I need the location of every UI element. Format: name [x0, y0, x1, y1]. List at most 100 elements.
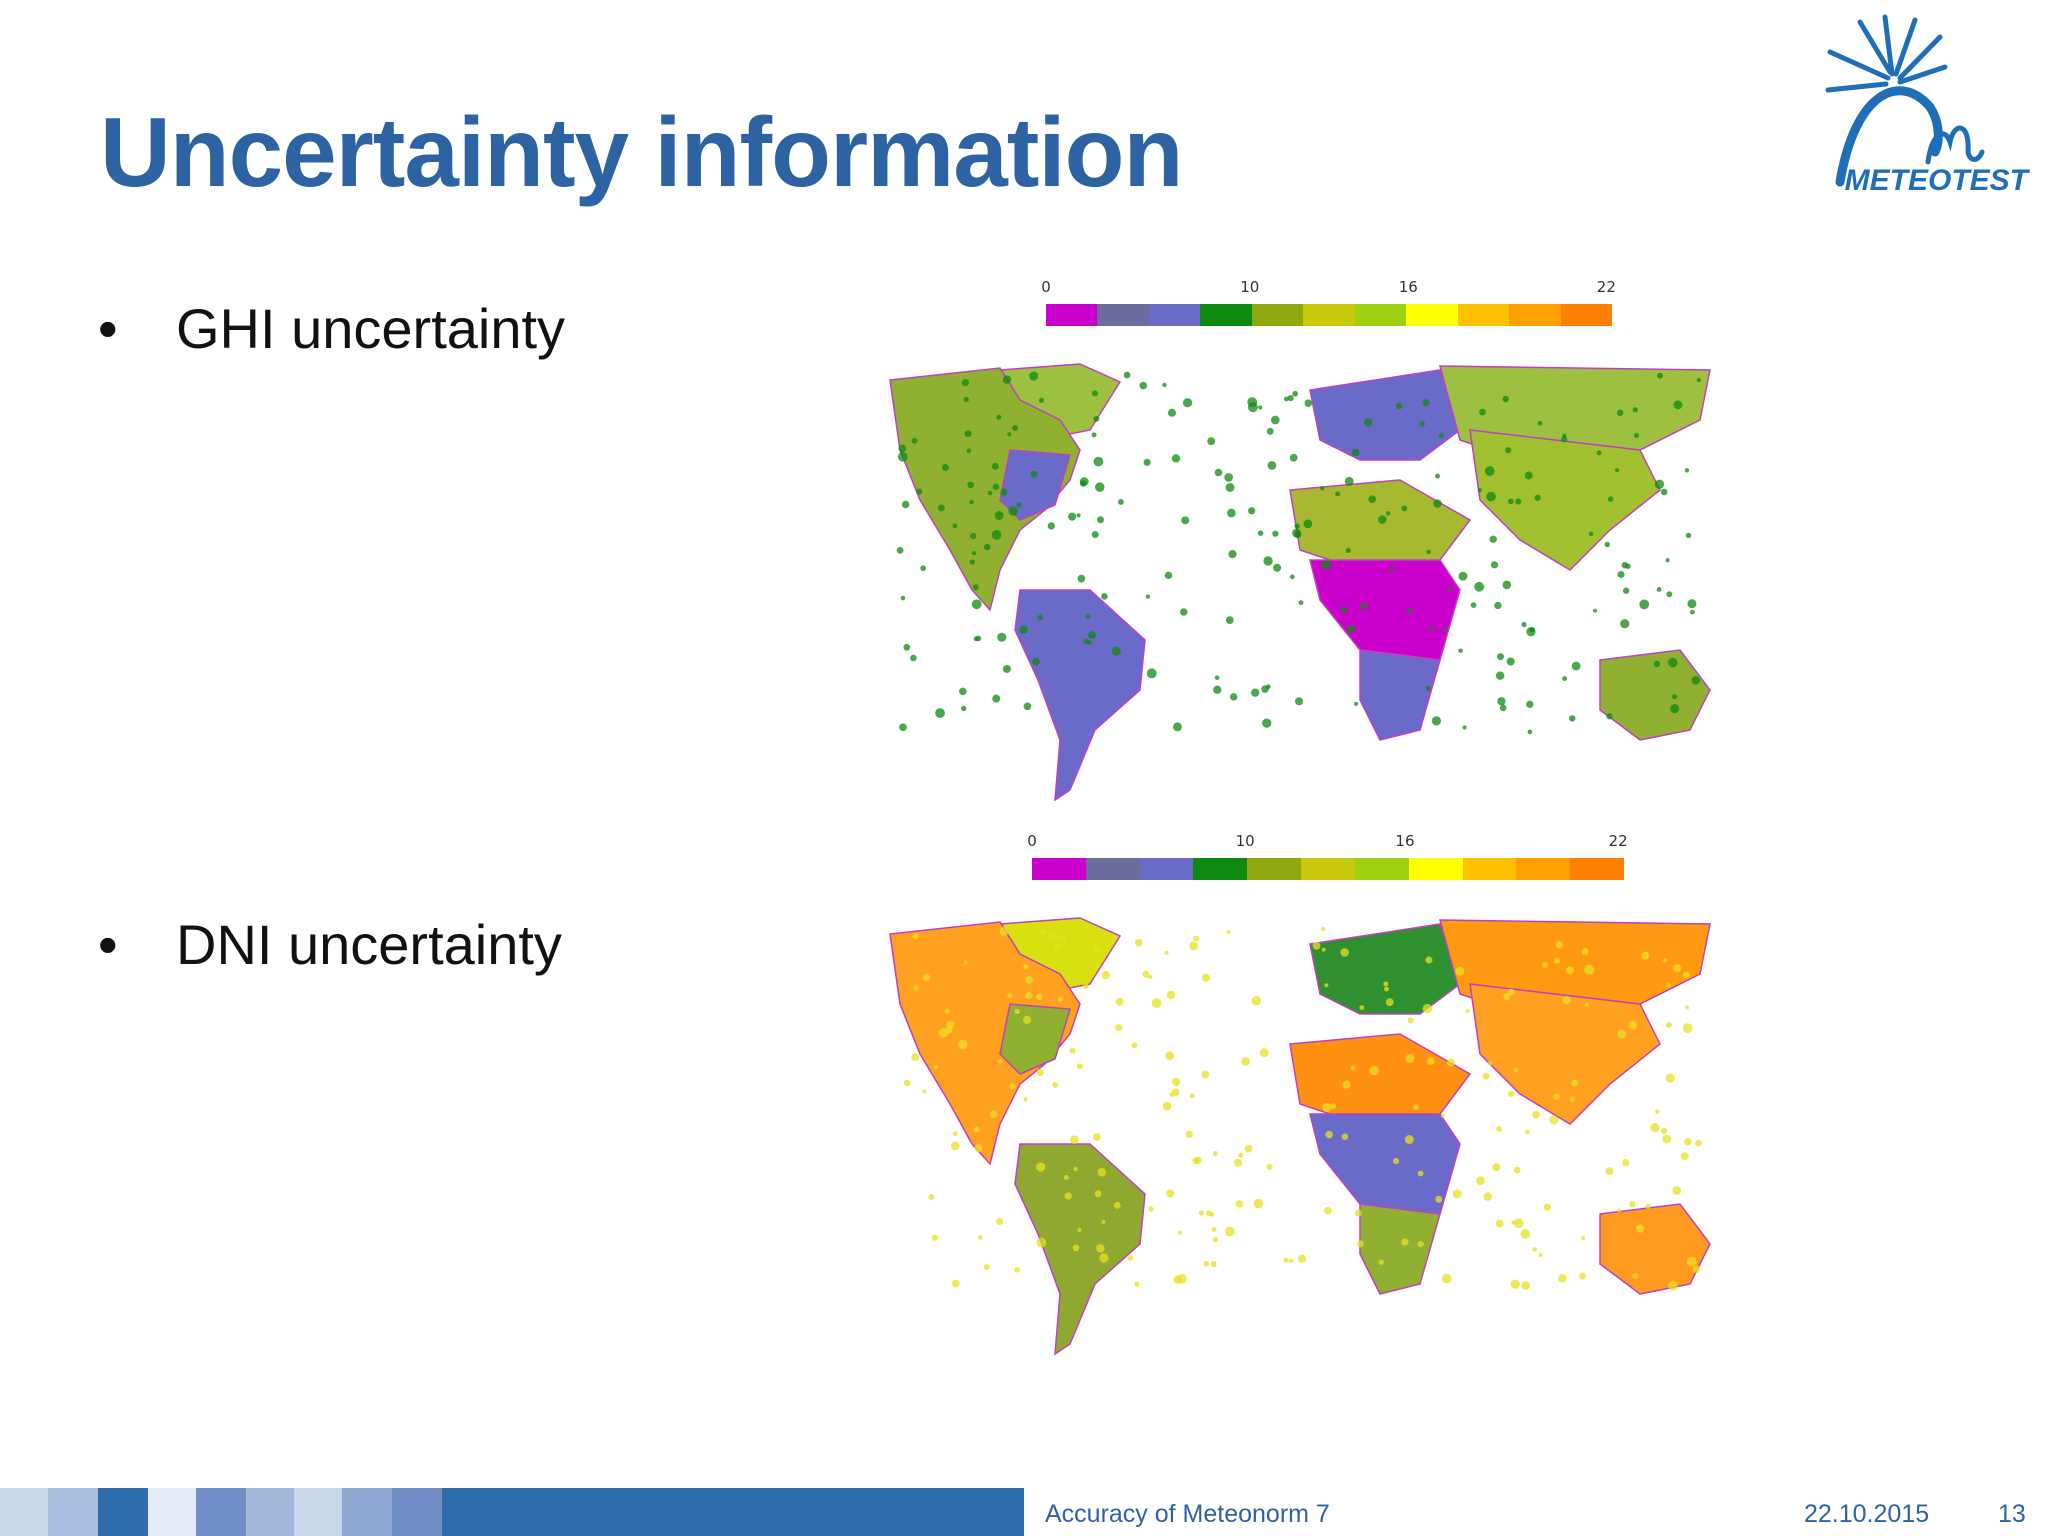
map-speckle — [1405, 1053, 1415, 1063]
map-speckle — [992, 483, 1000, 491]
map-speckle — [1569, 715, 1576, 722]
map-speckle — [1226, 508, 1236, 518]
map-speckle — [1025, 991, 1033, 1000]
map-speckle — [1532, 1110, 1541, 1119]
map-speckle — [1622, 1158, 1630, 1167]
map-speckle — [935, 708, 945, 718]
map-speckle — [999, 926, 1009, 936]
map-speckle — [1177, 1274, 1187, 1284]
scale-tick: 10 — [1235, 832, 1255, 850]
map-speckle — [961, 378, 970, 387]
map-speckle — [1667, 657, 1678, 668]
map-speckle — [1070, 1135, 1079, 1145]
map-speckle — [1224, 473, 1234, 482]
map-speckle — [1443, 627, 1448, 632]
map-speckle — [1093, 456, 1104, 467]
map-speckle — [1038, 397, 1044, 403]
map-speckle — [1000, 488, 1008, 496]
map-speckle — [1494, 601, 1502, 610]
map-speckle — [1166, 990, 1176, 1000]
map-speckle — [1571, 661, 1581, 671]
meteotest-logo: METEOTEST — [1825, 14, 2031, 197]
map-speckle — [1267, 461, 1277, 470]
map-speckle — [1668, 1281, 1678, 1291]
map-speckle — [1248, 507, 1256, 515]
map-speckle — [1229, 693, 1238, 701]
map-speckle — [1632, 407, 1638, 413]
map-speckle — [1047, 522, 1055, 530]
colorbar-swatch — [1139, 858, 1194, 880]
map-speckle — [1346, 625, 1356, 634]
map-speckle — [1527, 729, 1533, 735]
map-speckle — [897, 452, 908, 462]
map-speckle — [1506, 657, 1515, 666]
map-speckle — [963, 397, 969, 403]
colorbar-swatch — [1516, 858, 1571, 880]
footer-strip-segment — [148, 1488, 196, 1536]
map-speckle — [1142, 970, 1150, 978]
map-speckle — [1101, 593, 1108, 600]
map-speckle — [1241, 1057, 1250, 1066]
map-speckle — [1032, 657, 1040, 666]
map-speckle — [1238, 1152, 1244, 1158]
map-speckle — [1029, 371, 1039, 381]
map-speckle — [1617, 1208, 1622, 1213]
footer-strip-segment — [48, 1488, 98, 1536]
map-speckle — [1091, 531, 1099, 539]
map-speckle — [933, 1064, 938, 1070]
map-speckle — [1115, 1024, 1123, 1032]
map-speckle — [1359, 1005, 1365, 1011]
colorbar-swatch — [1462, 858, 1517, 880]
map-speckle — [1304, 399, 1313, 408]
map-speckle — [1507, 498, 1514, 505]
map-speckle — [1077, 574, 1086, 583]
map-speckle — [1145, 594, 1151, 599]
map-region-africa-north — [1289, 1033, 1472, 1125]
map-speckle — [1685, 532, 1692, 539]
map-speckle — [1266, 427, 1274, 435]
map-speckle — [1672, 1186, 1682, 1195]
map-speckle — [1111, 646, 1121, 656]
map-speckle — [1214, 675, 1220, 681]
map-region-australia — [1599, 649, 1711, 741]
map-speckle — [1295, 697, 1304, 706]
map-speckle — [1162, 1101, 1172, 1111]
map-speckle — [1496, 653, 1505, 661]
map-speckle — [1207, 437, 1216, 446]
map-speckle — [1401, 1238, 1409, 1246]
map-speckle — [1392, 1157, 1400, 1165]
map-speckle — [1036, 1162, 1046, 1172]
map-speckle — [1297, 1254, 1307, 1263]
map-region-europe — [1309, 923, 1461, 1015]
map-speckle — [1077, 1227, 1082, 1233]
colorbar-swatch — [1032, 858, 1086, 880]
map-speckle — [938, 1027, 949, 1038]
map-speckle — [1653, 660, 1661, 668]
footer-strip-segment — [294, 1488, 342, 1536]
map-speckle — [1101, 971, 1110, 980]
map-speckle — [1477, 488, 1482, 493]
map-speckle — [1655, 1109, 1660, 1114]
colorbar-swatch — [1354, 304, 1407, 326]
colorbar-swatch — [1303, 304, 1355, 326]
map-speckle — [912, 933, 920, 940]
colorbar-swatch — [1457, 304, 1510, 326]
map-speckle — [1212, 1150, 1218, 1156]
map-speckle — [1057, 996, 1064, 1003]
map-speckle — [1537, 420, 1543, 426]
bullet-label: DNI uncertainty — [176, 913, 562, 976]
map-speckle — [1696, 378, 1701, 383]
map-speckle — [1063, 1174, 1070, 1181]
map-speckle — [1628, 1020, 1638, 1030]
map-speckle — [1438, 433, 1445, 439]
map-speckle — [1283, 396, 1289, 402]
map-speckle — [964, 430, 972, 438]
colorbar-swatch — [1148, 304, 1201, 326]
map-speckle — [960, 705, 967, 712]
map-speckle — [1244, 1144, 1253, 1153]
map-speckle — [931, 1234, 938, 1241]
map-speckle — [1270, 415, 1280, 425]
scale-tick: 0 — [1027, 832, 1037, 850]
map-speckle — [1561, 436, 1568, 443]
map-speckle — [969, 559, 976, 565]
